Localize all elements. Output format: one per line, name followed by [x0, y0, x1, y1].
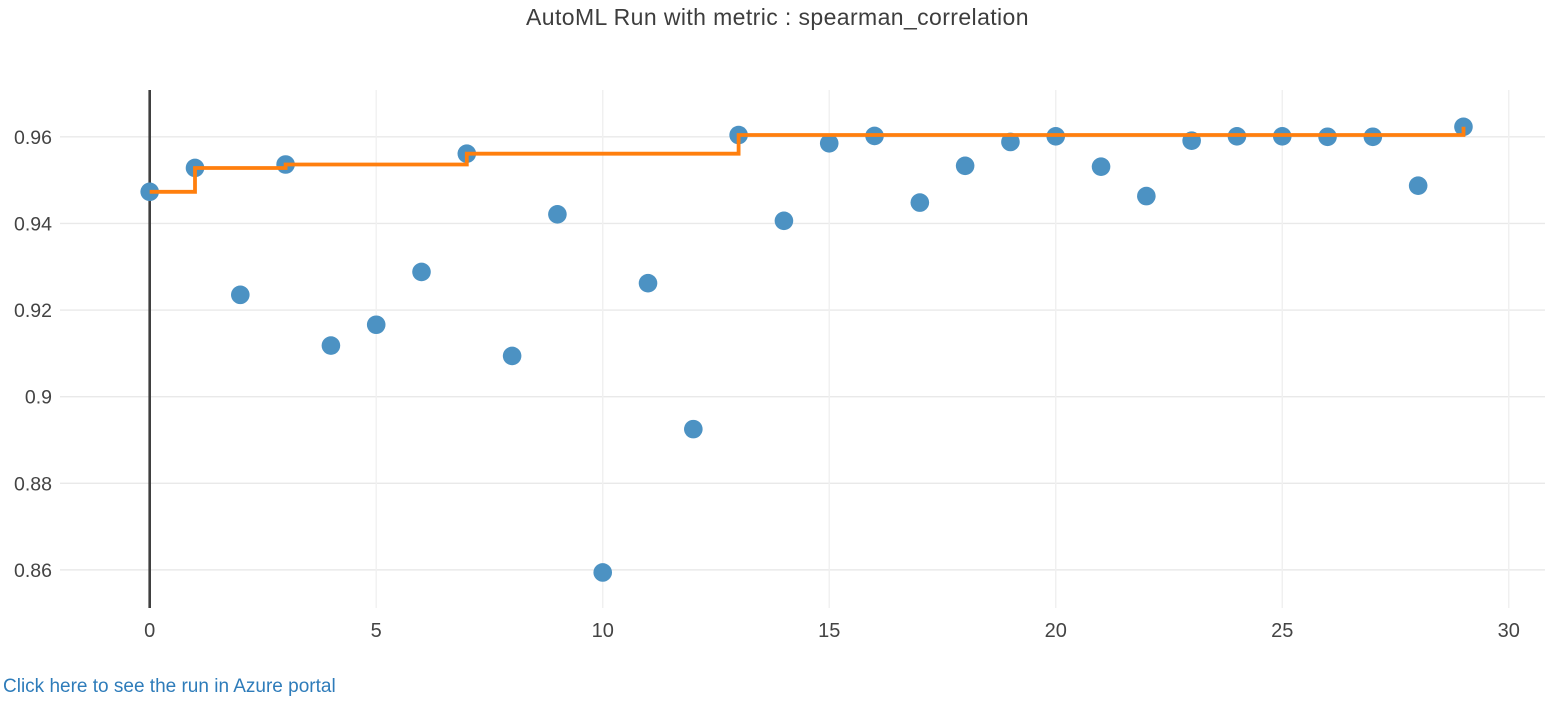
scatter-point[interactable]	[231, 285, 250, 305]
scatter-point[interactable]	[774, 211, 794, 231]
scatter-point[interactable]	[502, 346, 522, 366]
y-tick-label: 0.9	[25, 387, 52, 409]
best-metric-step-line	[149, 126, 1466, 194]
scatter-point[interactable]	[140, 182, 159, 202]
scatter-point[interactable]	[593, 563, 613, 582]
scatter-point[interactable]	[548, 205, 567, 224]
chart-title: AutoML Run with metric : spearman_correl…	[526, 4, 1029, 30]
scatter-point[interactable]	[321, 336, 341, 355]
scatter-point[interactable]	[366, 315, 386, 335]
azure-portal-link[interactable]: Click here to see the run in Azure porta…	[3, 676, 336, 697]
y-tick-label: 0.92	[14, 300, 52, 322]
x-tick-label: 0	[144, 620, 155, 642]
x-tick-label: 30	[1498, 620, 1520, 642]
x-tick-label: 15	[818, 620, 840, 642]
scatter-point[interactable]	[684, 419, 703, 439]
scatter-point[interactable]	[1408, 176, 1428, 196]
scatter-point[interactable]	[1091, 157, 1111, 176]
x-tick-label: 20	[1045, 620, 1067, 642]
y-tick-label: 0.86	[14, 560, 52, 582]
x-tick-label: 5	[371, 620, 382, 642]
scatter-point[interactable]	[1137, 186, 1156, 206]
scatter-point[interactable]	[910, 193, 930, 212]
x-tick-label: 25	[1271, 620, 1293, 642]
scatter-point[interactable]	[1001, 132, 1020, 152]
scatter-point[interactable]	[955, 156, 975, 176]
x-tick-label: 10	[592, 620, 614, 642]
y-tick-label: 0.94	[14, 213, 52, 235]
scatter-point[interactable]	[638, 273, 658, 293]
scatter-point[interactable]	[819, 133, 839, 153]
y-tick-label: 0.96	[14, 127, 52, 149]
scatter-point[interactable]	[412, 262, 431, 282]
y-tick-label: 0.88	[14, 473, 52, 495]
